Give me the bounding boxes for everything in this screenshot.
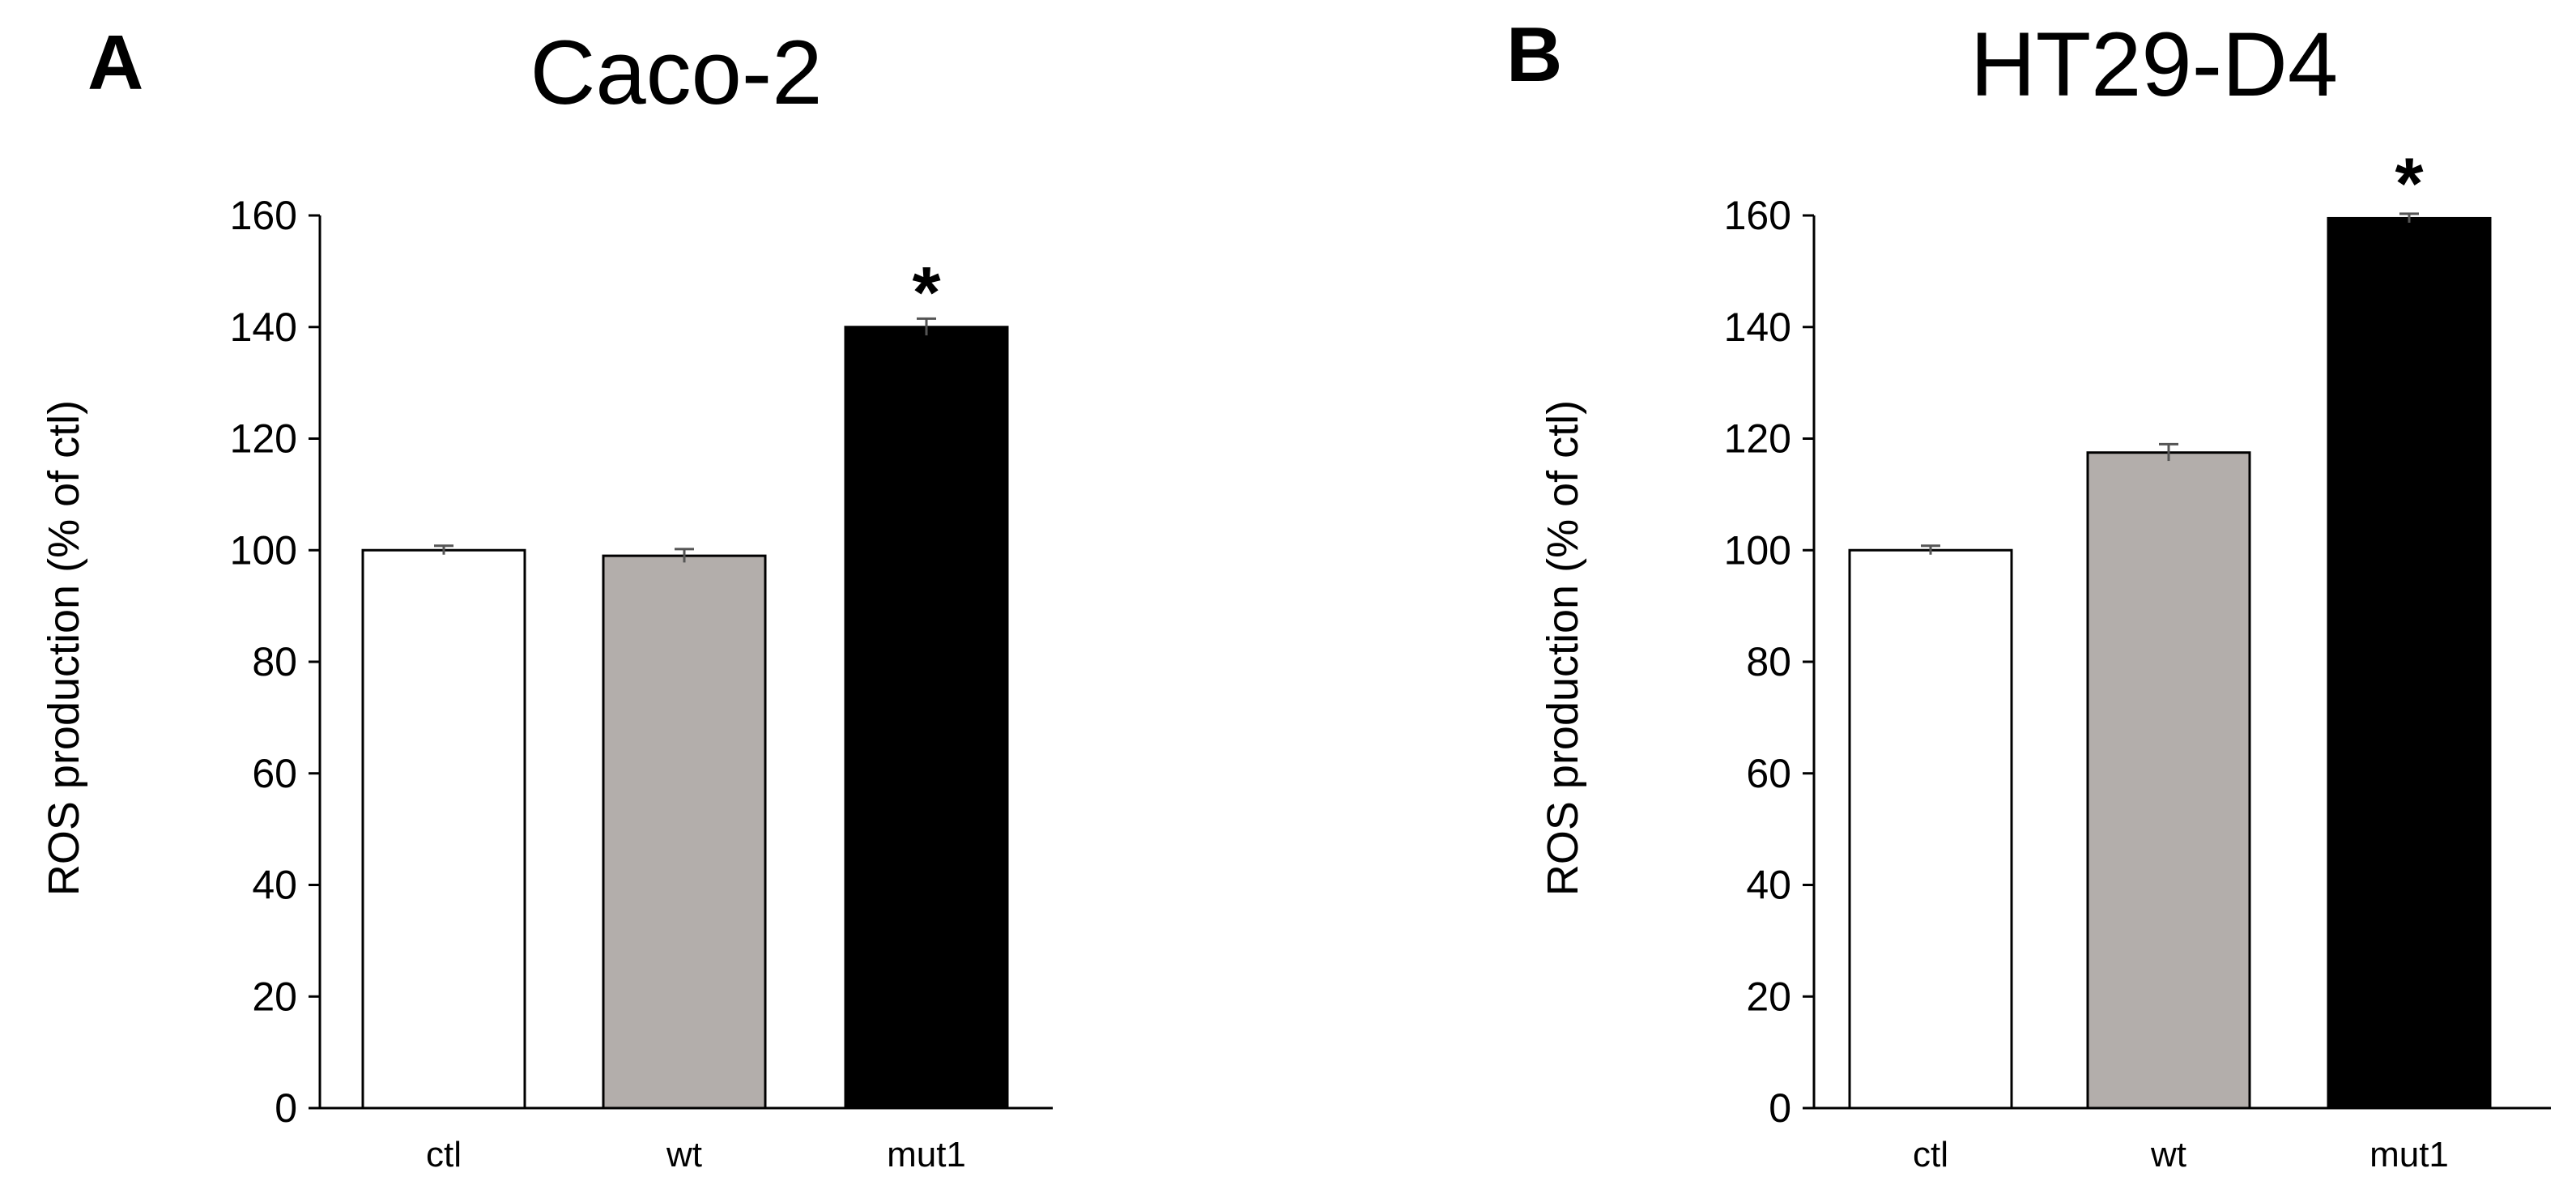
- panel-letter: A: [87, 19, 143, 106]
- y-tick-label: 120: [1724, 416, 1791, 462]
- y-axis-title: ROS production (% of ctl): [1539, 400, 1587, 896]
- y-tick-label: 140: [230, 305, 297, 350]
- y-tick-label: 60: [1746, 751, 1791, 796]
- chart-title: Caco-2: [530, 22, 822, 123]
- bar-wt: [2086, 451, 2251, 1110]
- y-tick-label: 20: [252, 974, 297, 1019]
- y-tick-label: 60: [252, 751, 297, 796]
- x-tick-label: ctl: [1913, 1135, 1948, 1175]
- y-tick-label: 100: [1724, 527, 1791, 573]
- y-tick-label: 120: [230, 416, 297, 462]
- y-tick-label: 160: [230, 193, 297, 238]
- bar-ctl: [361, 548, 526, 1110]
- y-tick-label: 0: [275, 1085, 297, 1131]
- panel-a: A Caco-2 ROS production (% of ctl) 0 20 40…: [40, 19, 1053, 1175]
- x-tick-label: ctl: [426, 1135, 462, 1175]
- x-tick-label: mut1: [2369, 1135, 2449, 1175]
- y-tick-label: 80: [252, 639, 297, 684]
- plot-area: 0 20 40 60 80 100 120 140 160 ctl wt mut1 *: [1724, 143, 2551, 1175]
- chart-title: HT29-D4: [1970, 14, 2338, 115]
- panel-b: B HT29-D4 ROS production (% of ctl) 0 20 4…: [1506, 11, 2551, 1175]
- x-tick-label: wt: [2150, 1135, 2186, 1175]
- y-tick-label: 100: [230, 527, 297, 573]
- y-tick-label: 140: [1724, 305, 1791, 350]
- y-tick-label: 40: [252, 863, 297, 908]
- y-tick-label: 0: [1769, 1085, 1791, 1131]
- panel-letter: B: [1506, 11, 1562, 98]
- significance-marker: *: [2395, 143, 2423, 224]
- y-tick-label: 160: [1724, 193, 1791, 238]
- y-axis-title: ROS production (% of ctl): [40, 400, 88, 896]
- bar-ctl: [1848, 548, 2013, 1110]
- significance-marker: *: [912, 253, 940, 334]
- x-tick-label: mut1: [887, 1135, 966, 1175]
- y-tick-label: 40: [1746, 863, 1791, 908]
- plot-area: 0 20 40 60 80 100 120 140 160 ctl wt mut1 *: [230, 193, 1053, 1175]
- bar-mut1: [2327, 216, 2492, 1110]
- bar-mut1: [844, 326, 1009, 1110]
- y-tick-label: 80: [1746, 639, 1791, 684]
- x-tick-label: wt: [666, 1135, 702, 1175]
- bar-wt: [602, 554, 767, 1110]
- y-tick-label: 20: [1746, 974, 1791, 1019]
